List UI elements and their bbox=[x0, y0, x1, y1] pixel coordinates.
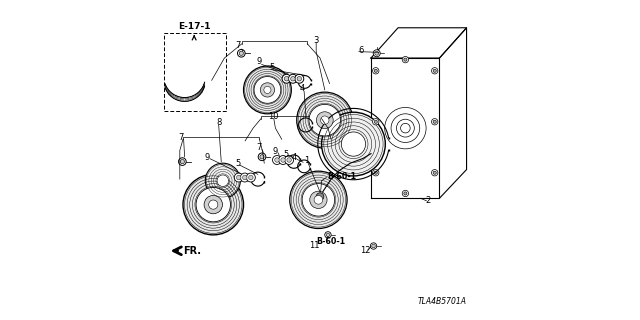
Circle shape bbox=[433, 69, 436, 72]
Text: 4: 4 bbox=[292, 153, 297, 162]
Circle shape bbox=[402, 56, 408, 63]
Circle shape bbox=[246, 173, 255, 182]
Circle shape bbox=[204, 196, 223, 214]
Text: TLA4B5701A: TLA4B5701A bbox=[418, 297, 467, 306]
Text: 6: 6 bbox=[358, 46, 364, 55]
Circle shape bbox=[433, 120, 436, 123]
Circle shape bbox=[309, 104, 340, 136]
Circle shape bbox=[372, 170, 379, 176]
Circle shape bbox=[205, 163, 241, 198]
Circle shape bbox=[273, 156, 282, 164]
Text: FR.: FR. bbox=[183, 246, 201, 256]
Circle shape bbox=[297, 92, 353, 148]
Text: E-17-1: E-17-1 bbox=[178, 22, 211, 31]
Circle shape bbox=[431, 170, 438, 176]
Circle shape bbox=[324, 232, 331, 238]
Circle shape bbox=[433, 171, 436, 174]
Circle shape bbox=[326, 233, 330, 236]
Circle shape bbox=[404, 192, 407, 195]
Circle shape bbox=[278, 156, 287, 164]
Text: 5: 5 bbox=[269, 63, 275, 72]
Circle shape bbox=[287, 158, 291, 162]
Circle shape bbox=[281, 158, 285, 162]
Circle shape bbox=[321, 116, 329, 124]
Circle shape bbox=[371, 243, 377, 249]
Circle shape bbox=[431, 68, 438, 74]
Text: 7: 7 bbox=[178, 133, 184, 142]
Text: 10: 10 bbox=[269, 112, 279, 121]
Circle shape bbox=[341, 132, 365, 156]
Circle shape bbox=[374, 171, 378, 174]
Circle shape bbox=[180, 159, 184, 164]
Circle shape bbox=[209, 200, 218, 209]
Text: 5: 5 bbox=[284, 150, 289, 159]
Circle shape bbox=[310, 191, 327, 209]
Circle shape bbox=[290, 171, 347, 228]
Text: 7: 7 bbox=[257, 143, 262, 152]
Circle shape bbox=[402, 190, 408, 197]
Bar bbox=[164, 33, 226, 111]
Text: 8: 8 bbox=[216, 118, 221, 127]
Circle shape bbox=[260, 155, 264, 159]
Text: 1: 1 bbox=[304, 156, 309, 165]
Circle shape bbox=[243, 175, 247, 180]
Circle shape bbox=[372, 119, 379, 125]
Circle shape bbox=[241, 173, 249, 182]
Circle shape bbox=[264, 86, 271, 93]
Circle shape bbox=[179, 158, 186, 165]
Circle shape bbox=[196, 188, 230, 222]
Circle shape bbox=[244, 66, 291, 114]
Circle shape bbox=[284, 76, 289, 81]
Circle shape bbox=[404, 58, 407, 61]
Text: B-60-1: B-60-1 bbox=[316, 237, 346, 246]
Text: 12: 12 bbox=[360, 246, 371, 255]
Circle shape bbox=[316, 112, 333, 129]
Text: 9: 9 bbox=[204, 153, 209, 162]
Circle shape bbox=[237, 175, 241, 180]
Circle shape bbox=[374, 69, 378, 72]
Text: 2: 2 bbox=[426, 196, 431, 205]
Circle shape bbox=[260, 83, 275, 97]
Text: 5: 5 bbox=[236, 159, 241, 168]
Text: 7: 7 bbox=[236, 41, 241, 51]
Circle shape bbox=[289, 74, 298, 83]
Circle shape bbox=[374, 120, 378, 123]
Circle shape bbox=[431, 119, 438, 125]
Circle shape bbox=[282, 74, 291, 83]
Circle shape bbox=[183, 174, 244, 235]
Circle shape bbox=[316, 193, 324, 200]
Circle shape bbox=[372, 244, 375, 248]
Text: 4: 4 bbox=[300, 84, 305, 93]
Text: 9: 9 bbox=[257, 57, 262, 66]
Circle shape bbox=[285, 156, 294, 164]
Circle shape bbox=[239, 51, 243, 55]
Circle shape bbox=[217, 175, 228, 187]
Text: 3: 3 bbox=[314, 36, 319, 45]
Text: 9: 9 bbox=[273, 147, 278, 156]
Circle shape bbox=[234, 173, 243, 182]
Circle shape bbox=[291, 76, 295, 81]
Circle shape bbox=[295, 74, 304, 83]
Circle shape bbox=[321, 112, 385, 176]
Text: 11: 11 bbox=[309, 241, 319, 250]
Circle shape bbox=[373, 50, 380, 57]
Circle shape bbox=[314, 196, 323, 204]
Text: B-60-1: B-60-1 bbox=[327, 172, 356, 181]
Circle shape bbox=[275, 158, 279, 162]
Circle shape bbox=[302, 184, 335, 216]
Circle shape bbox=[237, 50, 245, 57]
Circle shape bbox=[254, 76, 281, 103]
Circle shape bbox=[297, 76, 301, 81]
Circle shape bbox=[258, 153, 266, 161]
Circle shape bbox=[248, 175, 253, 180]
Circle shape bbox=[375, 51, 379, 55]
Circle shape bbox=[372, 68, 379, 74]
